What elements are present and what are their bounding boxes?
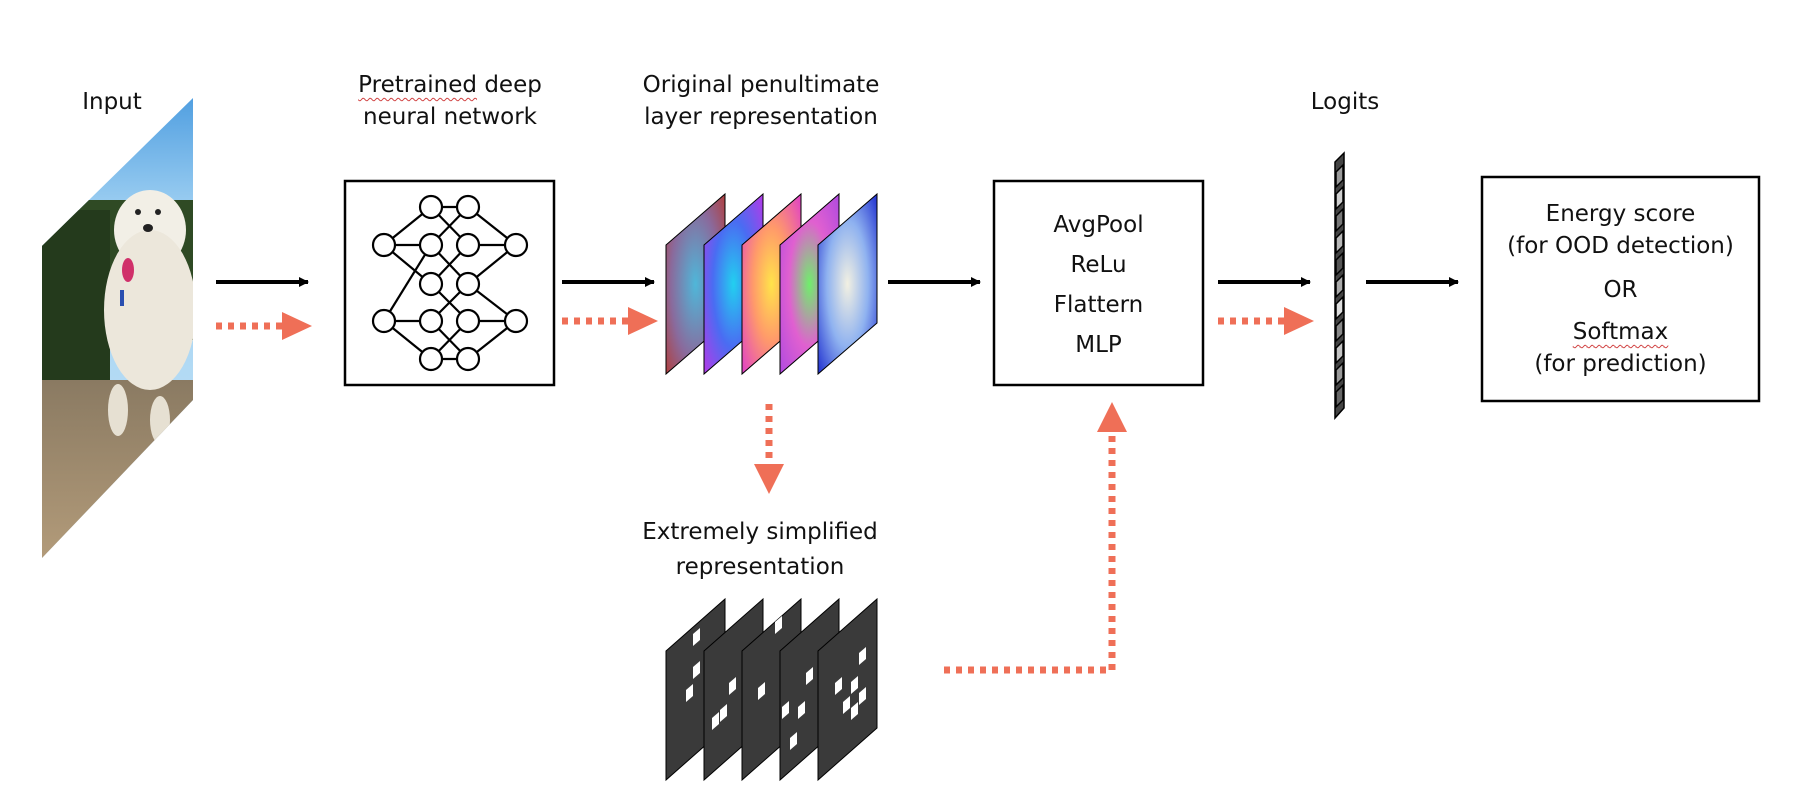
penultimate-label-line1: Original penultimate [642,72,880,98]
head-box-text: AvgPool ReLu Flattern MLP [994,205,1203,365]
simplified-label-line1: Extremely simplified [642,519,878,545]
pretrained-network-label-line2: neural network [363,104,537,130]
dotted-arrowhead-logits [1284,307,1314,335]
network-box [343,179,556,387]
neural-network-icon [371,194,529,372]
sparse-feature-maps [665,597,878,782]
relu-label: ReLu [1070,252,1127,278]
avgpool-label: AvgPool [1053,212,1144,238]
dotted-arrowhead-input [282,312,312,340]
penultimate-label-line2: layer representation [644,104,878,130]
flatten-label: Flattern [1053,292,1144,318]
feature-map-5 [817,192,878,376]
dotted-arrowhead-down [754,464,784,494]
ood-detection-label: (for OOD detection) [1507,233,1734,259]
dotted-arrows [216,317,1286,674]
output-box [1480,175,1761,403]
energy-score-label: Energy score [1545,201,1696,227]
logits-label: Logits [1310,89,1380,115]
pretrained-word: Pretrained [358,72,478,98]
pretrained-network-label: Pretrained deep neural network [318,69,582,133]
logit-vector-icon [1334,151,1345,420]
colored-feature-maps [665,192,878,376]
softmax-label: Softmax [1572,319,1669,345]
pretrained-network-label-line1: Pretrained deep [318,69,582,101]
dotted-arrowhead-network [628,307,658,335]
input-label: Input [82,89,142,115]
softmax-label-row: Softmax [1482,316,1759,348]
prediction-label: (for prediction) [1534,351,1707,377]
input-image [42,98,193,558]
simplified-label-line2: representation [675,554,845,580]
penultimate-label: Original penultimate layer representatio… [616,69,906,133]
simplified-label: Extremely simplified representation [620,515,900,585]
or-label: OR [1603,277,1638,303]
pretrained-word-rest: deep [477,72,542,98]
output-box-text: Energy score (for OOD detection) OR Soft… [1482,198,1759,380]
dotted-arrowheads [282,307,1314,494]
dotted-arrowhead-up [1097,402,1127,432]
head-box [992,179,1205,387]
mlp-label: MLP [1075,332,1122,358]
sparse-map-5 [817,597,878,782]
